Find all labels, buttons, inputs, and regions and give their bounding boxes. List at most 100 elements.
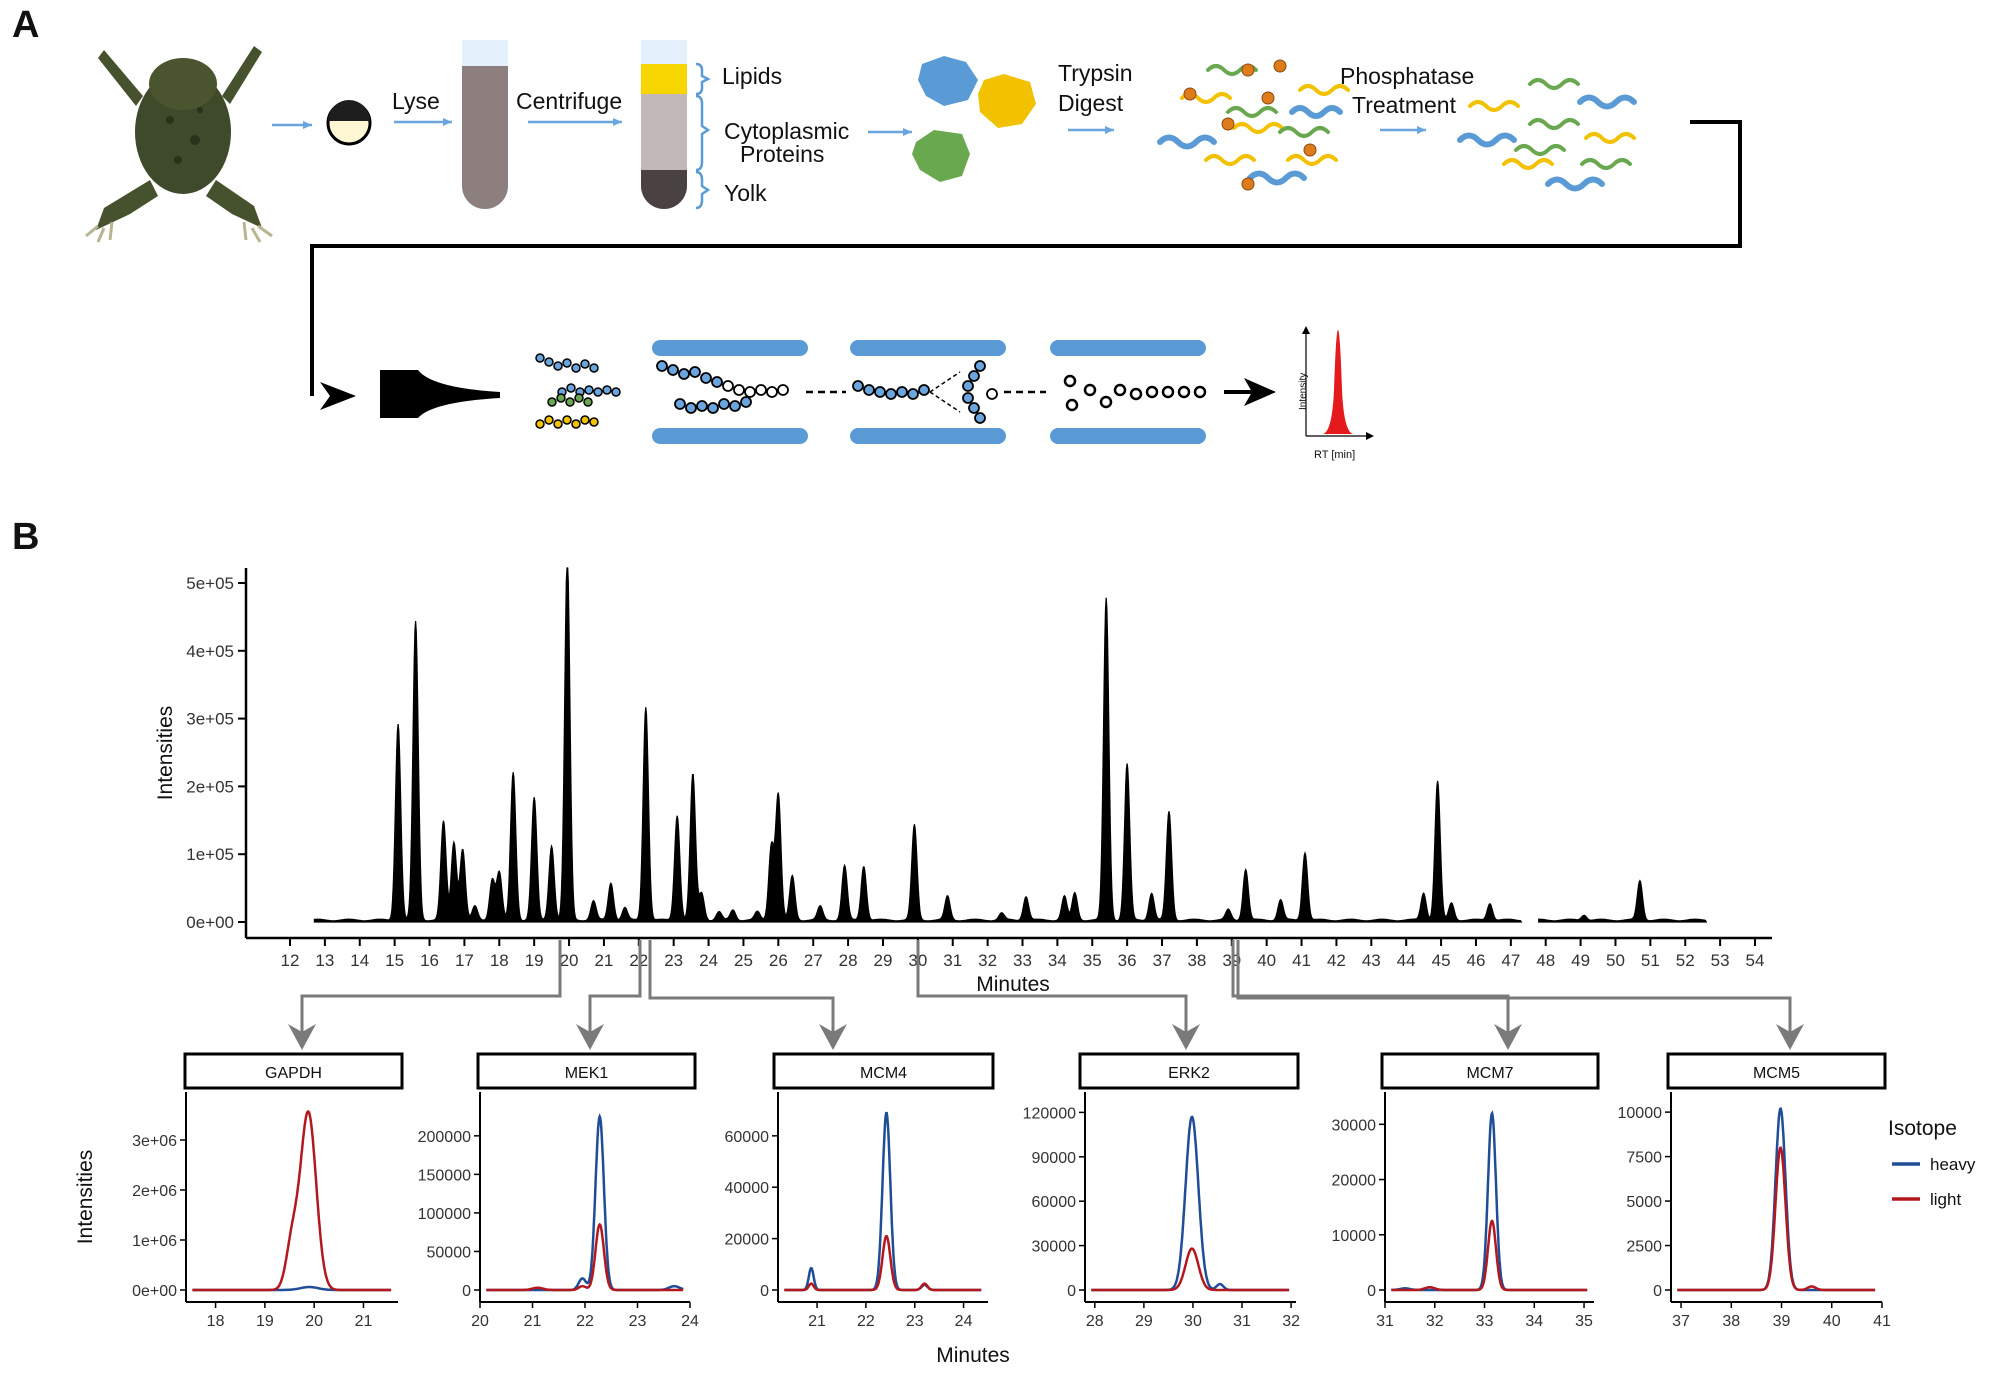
xic-y-tick-label: 5000: [1626, 1194, 1662, 1211]
phosphatase-label: Phosphatase: [1340, 63, 1475, 89]
xic-title: MCM5: [1753, 1065, 1800, 1082]
centrifuge-label: Centrifuge: [516, 88, 623, 114]
workflow-schematic: [85, 40, 1742, 444]
xic-x-tick-label: 23: [906, 1313, 924, 1330]
xic-y-tick-label: 100000: [418, 1206, 471, 1223]
chromatogram-trace: [313, 567, 1523, 923]
lyse-label: Lyse: [392, 88, 440, 114]
x-tick-label: 31: [943, 951, 962, 970]
xic-y-tick-label: 60000: [1032, 1194, 1077, 1211]
xic-y-tick-label: 150000: [418, 1167, 471, 1184]
x-tick-label: 33: [1013, 951, 1032, 970]
xic-x-tick-label: 34: [1525, 1313, 1543, 1330]
x-tick-label: 51: [1641, 951, 1660, 970]
x-tick-label: 32: [978, 951, 997, 970]
ms-plate-bottom-2: [850, 428, 1006, 444]
x-tick-label: 30: [908, 951, 927, 970]
ion-chains-2: [852, 360, 998, 424]
connector-arrowhead: [1172, 1024, 1200, 1050]
connector-line: [588, 940, 642, 1036]
xic-x-tick-label: 19: [256, 1313, 274, 1330]
xic-y-tick-label: 0: [1367, 1283, 1376, 1300]
xic-series-light: [1391, 1219, 1588, 1292]
ms-plate-bottom-1: [652, 428, 808, 444]
xic-y-tick-label: 1e+06: [132, 1233, 177, 1250]
x-tick-label: 12: [281, 951, 300, 970]
xic-series-heavy: [1391, 1110, 1588, 1292]
x-tick-label: 28: [839, 951, 858, 970]
xic-x-tick-label: 22: [576, 1313, 594, 1330]
xic-x-tick-label: 28: [1086, 1313, 1104, 1330]
x-tick-label: 25: [734, 951, 753, 970]
xic-y-tick-label: 7500: [1626, 1150, 1662, 1167]
fragmentation-lines: [929, 371, 961, 413]
xic-y-tick-label: 0: [760, 1283, 769, 1300]
x-tick-label: 48: [1536, 951, 1555, 970]
xic-x-tick-label: 23: [629, 1313, 647, 1330]
y-tick-label: 0e+00: [186, 913, 234, 932]
xic-series-heavy: [1677, 1107, 1876, 1292]
connector-line: [1231, 940, 1510, 1036]
x-tick-label: 38: [1187, 951, 1206, 970]
egg-icon: [326, 100, 372, 146]
xic-y-tick-label: 90000: [1032, 1150, 1077, 1167]
xic-y-tick-label: 10000: [1618, 1105, 1663, 1122]
x-tick-label: 49: [1571, 951, 1590, 970]
xic-y-tick-label: 20000: [725, 1232, 770, 1249]
x-tick-label: 24: [699, 951, 718, 970]
connector-arrowhead: [288, 1024, 316, 1050]
x-tick-label: 50: [1606, 951, 1625, 970]
xic-y-tick-label: 2500: [1626, 1239, 1662, 1256]
flow-arrowhead: [320, 382, 356, 410]
xic-x-tick-label: 24: [681, 1313, 699, 1330]
connector-arrowhead: [1494, 1024, 1522, 1050]
xic-x-tick-label: 31: [1376, 1313, 1394, 1330]
connector-line: [300, 940, 562, 1036]
x-tick-label: 22: [629, 951, 648, 970]
xic-y-tick-label: 20000: [1332, 1173, 1377, 1190]
connector-arrowhead: [819, 1024, 847, 1050]
mini-chromatogram: [1302, 326, 1374, 440]
xic-series-heavy: [486, 1113, 684, 1292]
xic-x-tick-label: 32: [1282, 1313, 1300, 1330]
xic-y-tick-label: 0e+00: [132, 1283, 177, 1300]
x-tick-label: 29: [874, 951, 893, 970]
xic-y-tick-label: 0: [462, 1283, 471, 1300]
xic-x-tick-label: 24: [955, 1313, 973, 1330]
x-tick-label: 26: [769, 951, 788, 970]
xic-series-heavy: [1091, 1115, 1290, 1292]
xic-x-tick-label: 39: [1773, 1313, 1791, 1330]
fraction-brackets: [695, 62, 711, 210]
y-tick-label: 1e+05: [186, 845, 234, 864]
x-tick-label: 47: [1501, 951, 1520, 970]
dephosphorylated-peptides: [1457, 78, 1637, 192]
panel-label-b: B: [12, 516, 40, 558]
y-axis-title: Intensities: [154, 706, 177, 801]
xic-x-tick-label: 37: [1672, 1313, 1690, 1330]
x-tick-label: 16: [420, 951, 439, 970]
xic-y-tick-label: 120000: [1023, 1105, 1076, 1122]
xic-series-light: [486, 1222, 684, 1292]
x-tick-label: 43: [1362, 951, 1381, 970]
centrifuged-tube: [641, 40, 687, 209]
xic-title: MCM4: [860, 1065, 907, 1082]
y-tick-label: 5e+05: [186, 574, 234, 593]
ms-plate-top-2: [850, 340, 1006, 356]
x-tick-label: 44: [1397, 951, 1416, 970]
lipids-label: Lipids: [722, 63, 783, 89]
xic-series-light: [1091, 1247, 1290, 1292]
xic-x-tick-label: 32: [1426, 1313, 1444, 1330]
xic-title-box: [476, 1052, 697, 1090]
legend-label-heavy: heavy: [1930, 1155, 1976, 1174]
xic-x-tick-label: 38: [1722, 1313, 1740, 1330]
xic-title: MEK1: [565, 1065, 609, 1082]
frog-image: [85, 46, 273, 243]
xic-title-box: [183, 1052, 404, 1090]
x-tick-label: 39: [1222, 951, 1241, 970]
ms-plate-top-3: [1050, 340, 1206, 356]
proteins-label: Proteins: [740, 141, 825, 167]
x-tick-label: 36: [1118, 951, 1137, 970]
xic-x-tick-label: 31: [1233, 1313, 1251, 1330]
x-tick-label: 18: [490, 951, 509, 970]
xic-x-tick-label: 21: [808, 1313, 826, 1330]
